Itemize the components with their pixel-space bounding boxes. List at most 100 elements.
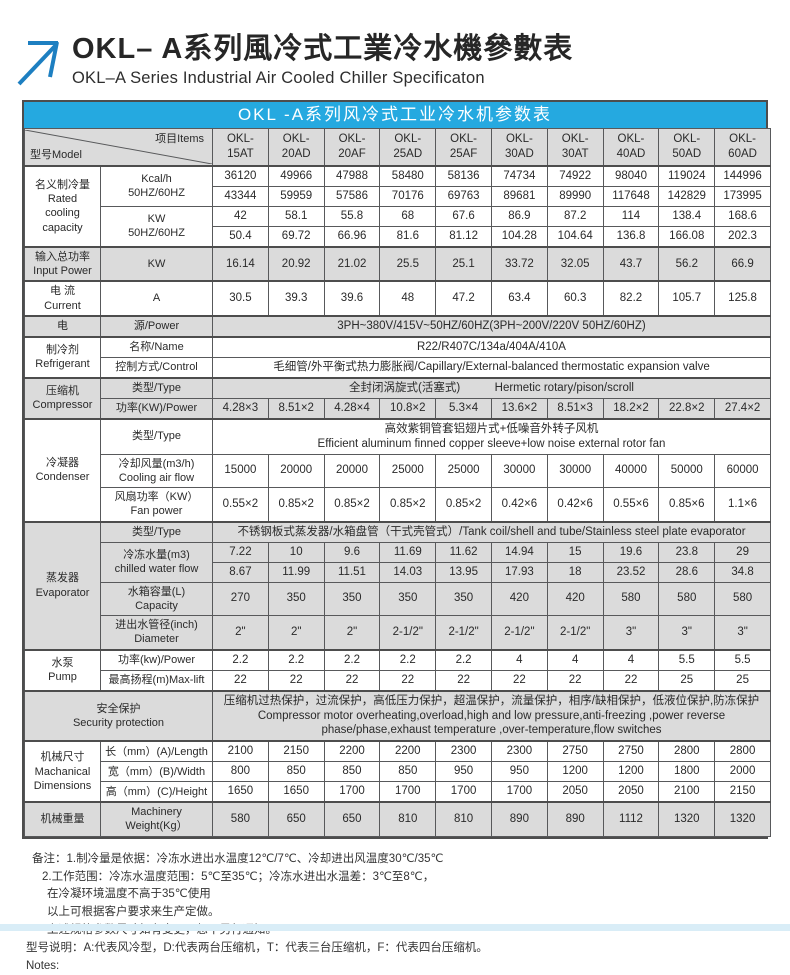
table-row: 冷冻水量(m3) chilled water flow 7.22 10 9.6 11.69… bbox=[25, 541, 771, 583]
cell-value: 89681 bbox=[490, 185, 548, 207]
model-header-cell: OKL- 25AF bbox=[435, 128, 492, 167]
cell-span-value: 压缩机过热保护，过流保护，高低压力保护，超温保护，流量保护，相序/缺相保护，低液… bbox=[212, 689, 771, 742]
cell-value: 87.2 bbox=[546, 205, 604, 227]
cell-value: 0.85×2 bbox=[323, 487, 381, 523]
page-title-en: OKL–A Series Industrial Air Cooled Chill… bbox=[72, 68, 485, 87]
cell-value: 0.85×2 bbox=[267, 487, 325, 523]
table-row: 风扇功率（KW） Fan power 0.55×2 0.85×2 0.85×2 0.85×… bbox=[25, 487, 771, 523]
cell-value: 69.72 bbox=[267, 225, 325, 248]
cell-value: 1.1×6 bbox=[714, 487, 771, 523]
cell-value: 2-1/2" bbox=[379, 615, 437, 651]
cell-value: 350 bbox=[379, 581, 437, 617]
cell-value: 22.8×2 bbox=[658, 397, 716, 420]
cell-value: 15 bbox=[546, 541, 604, 563]
cell-value: 58.1 bbox=[267, 205, 325, 227]
cell-value: 25000 bbox=[435, 453, 492, 489]
cell-value: 1320 bbox=[658, 801, 716, 837]
cell-item: 风扇功率（KW） Fan power bbox=[100, 487, 213, 523]
cell-value: 125.8 bbox=[714, 280, 771, 317]
model-header-cell: OKL- 30AD bbox=[490, 128, 548, 167]
cell-value: 2.2 bbox=[379, 648, 437, 671]
cell-value: 36120 bbox=[212, 164, 269, 187]
cell-value: 104.28 bbox=[490, 225, 548, 248]
table-row: 输入总功率 Input Power KW 16.14 20.92 21.02 25.5 25.… bbox=[24, 245, 771, 282]
table-row: 功率(KW)/Power 4.28×3 8.51×2 4.28×4 10.8×2 5.3×… bbox=[25, 397, 771, 420]
cell-value: 10.8×2 bbox=[379, 397, 437, 420]
cell-value: 1200 bbox=[602, 761, 660, 783]
cell-value: 1112 bbox=[602, 801, 660, 837]
cell-value: 2750 bbox=[546, 740, 604, 763]
cell-value: 168.6 bbox=[714, 205, 771, 227]
cell-value: 0.55×6 bbox=[602, 487, 660, 523]
cell-item: 类型/Type bbox=[100, 520, 213, 543]
cell-value: 3" bbox=[658, 615, 716, 651]
cell-value: 119024 bbox=[658, 164, 716, 187]
cell-value: 890 bbox=[546, 801, 604, 837]
cell-value: 9.6 bbox=[323, 541, 381, 563]
cell-value: 350 bbox=[323, 581, 381, 617]
cell-value: 43344 bbox=[212, 185, 269, 207]
cell-value: 14.03 bbox=[379, 561, 437, 583]
cell-value: 105.7 bbox=[658, 280, 716, 317]
table-row: 控制方式/Control 毛细管/外平衡式热力膨胀阀/Capillary/Exte… bbox=[25, 356, 771, 379]
cell-value: 0.42×6 bbox=[546, 487, 604, 523]
cell-value: 69763 bbox=[435, 185, 492, 207]
cell-value: 22 bbox=[435, 669, 492, 692]
cell-value: 74922 bbox=[546, 164, 604, 187]
note-line: 2.工作范围：冷冻水温度范围：5℃至35℃；冷冻水进出水温差：3℃至8℃， bbox=[42, 870, 435, 883]
cell-value: 58136 bbox=[435, 164, 492, 187]
cell-value: 59959 bbox=[267, 185, 325, 207]
cell-value: 2" bbox=[267, 615, 325, 651]
model-header-cell: OKL- 60AD bbox=[714, 128, 771, 167]
cell-value: 42 bbox=[212, 205, 269, 227]
cell-value: 2800 bbox=[714, 740, 771, 763]
model-header-cell: OKL- 25AD bbox=[379, 128, 437, 167]
cell-value: 60000 bbox=[714, 453, 771, 489]
cell-value: 2750 bbox=[602, 740, 660, 763]
cell-value: 2800 bbox=[658, 740, 716, 763]
cell-value: 14.94 bbox=[490, 541, 548, 563]
cell-category: 安全保护 Security protection bbox=[24, 689, 213, 742]
cell-item: 控制方式/Control bbox=[100, 356, 213, 379]
cell-value: 136.8 bbox=[602, 225, 660, 248]
cell-value: 23.52 bbox=[602, 561, 660, 583]
table-row: 8.67 11.99 11.51 14.03 13.95 17.93 18 23.52 28.6… bbox=[25, 561, 771, 583]
note-line: 备注：1.制冷量是依据：冷冻水进出水温度12℃/7℃、冷却进出风温度30℃/35… bbox=[32, 852, 444, 865]
cell-value: 4 bbox=[546, 648, 604, 671]
cell-value: 8.67 bbox=[212, 561, 269, 583]
cell-item: 冷却风量(m3/h) Cooling air flow bbox=[100, 453, 213, 489]
cell-value: 74734 bbox=[490, 164, 548, 187]
cell-value: 15000 bbox=[212, 453, 269, 489]
table-title-bar: OKL -A系列风冷式工业冷水机参数表 bbox=[24, 102, 766, 128]
cell-category: 机械尺寸 Machanical Dimensions bbox=[24, 740, 101, 803]
cell-value: 4.28×3 bbox=[212, 397, 269, 420]
brand-arrow-icon bbox=[14, 34, 68, 90]
table-row: 进出水管径(inch) Diameter 2" 2" 2" 2-1/2" 2-1/2" 2-1… bbox=[25, 615, 771, 651]
cell-value: 104.64 bbox=[546, 225, 604, 248]
cell-value: 2050 bbox=[546, 781, 604, 803]
cell-value: 27.4×2 bbox=[714, 397, 771, 420]
cell-item: 宽（mm）(B)/Width bbox=[100, 761, 213, 783]
cell-span-value: 全封闭涡旋式(活塞式) Hermetic rotary/pison/scroll bbox=[212, 376, 771, 399]
diagonal-divider bbox=[25, 130, 212, 164]
cell-value: 23.8 bbox=[658, 541, 716, 563]
cell-value: 1200 bbox=[546, 761, 604, 783]
cell-value: 2-1/2" bbox=[546, 615, 604, 651]
cell-value: 21.02 bbox=[323, 245, 381, 282]
title-block: OKL– A系列風冷式工業冷水機參數表 OKL–A Series Industr… bbox=[72, 33, 574, 88]
cell-value: 420 bbox=[490, 581, 548, 617]
cell-value: 56.2 bbox=[658, 245, 716, 282]
cell-value: 11.69 bbox=[379, 541, 437, 563]
cell-value: 2-1/2" bbox=[490, 615, 548, 651]
cell-value: 2.2 bbox=[267, 648, 325, 671]
cell-value: 17.93 bbox=[490, 561, 548, 583]
cell-value: 850 bbox=[323, 761, 381, 783]
cell-value: 55.8 bbox=[323, 205, 381, 227]
cell-value: 39.6 bbox=[323, 280, 381, 317]
cell-value: 2100 bbox=[212, 740, 269, 763]
page-title-zh: OKL– A系列風冷式工業冷水機參數表 bbox=[72, 33, 574, 65]
cell-value: 57586 bbox=[323, 185, 381, 207]
cell-value: 810 bbox=[435, 801, 492, 837]
cell-item: 功率(KW)/Power bbox=[100, 397, 213, 420]
cell-value: 950 bbox=[490, 761, 548, 783]
